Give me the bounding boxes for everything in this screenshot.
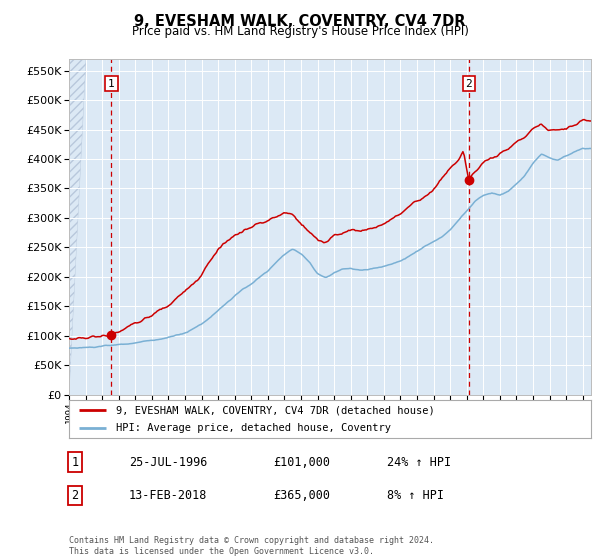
Text: Price paid vs. HM Land Registry's House Price Index (HPI): Price paid vs. HM Land Registry's House …	[131, 25, 469, 38]
Text: 2: 2	[466, 78, 472, 88]
Text: HPI: Average price, detached house, Coventry: HPI: Average price, detached house, Cove…	[116, 423, 391, 433]
Text: 24% ↑ HPI: 24% ↑ HPI	[387, 455, 451, 469]
Text: £365,000: £365,000	[273, 489, 330, 502]
Text: 1: 1	[108, 78, 115, 88]
Text: 13-FEB-2018: 13-FEB-2018	[129, 489, 208, 502]
Text: 1: 1	[71, 455, 79, 469]
Text: 2: 2	[71, 489, 79, 502]
Text: 9, EVESHAM WALK, COVENTRY, CV4 7DR (detached house): 9, EVESHAM WALK, COVENTRY, CV4 7DR (deta…	[116, 405, 435, 415]
Text: Contains HM Land Registry data © Crown copyright and database right 2024.
This d: Contains HM Land Registry data © Crown c…	[69, 536, 434, 556]
Text: 8% ↑ HPI: 8% ↑ HPI	[387, 489, 444, 502]
Text: 25-JUL-1996: 25-JUL-1996	[129, 455, 208, 469]
Text: 9, EVESHAM WALK, COVENTRY, CV4 7DR: 9, EVESHAM WALK, COVENTRY, CV4 7DR	[134, 14, 466, 29]
Text: £101,000: £101,000	[273, 455, 330, 469]
